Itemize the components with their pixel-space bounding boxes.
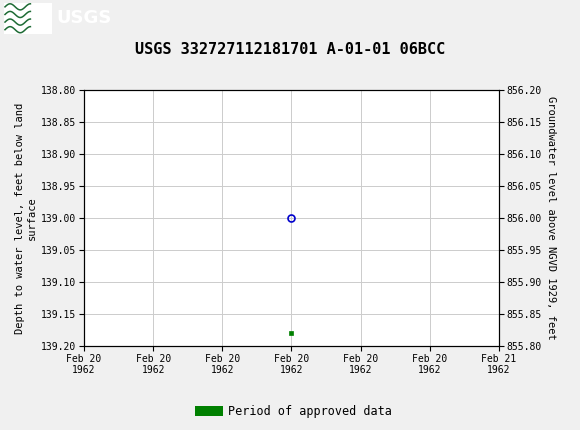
- Bar: [4, 3, 52, 34]
- Y-axis label: Depth to water level, feet below land
surface: Depth to water level, feet below land su…: [16, 103, 37, 334]
- Y-axis label: Groundwater level above NGVD 1929, feet: Groundwater level above NGVD 1929, feet: [546, 96, 556, 340]
- Text: USGS: USGS: [56, 9, 111, 27]
- Text: Period of approved data: Period of approved data: [228, 405, 392, 418]
- Text: USGS 332727112181701 A-01-01 06BCC: USGS 332727112181701 A-01-01 06BCC: [135, 42, 445, 57]
- Bar: [195, 406, 223, 416]
